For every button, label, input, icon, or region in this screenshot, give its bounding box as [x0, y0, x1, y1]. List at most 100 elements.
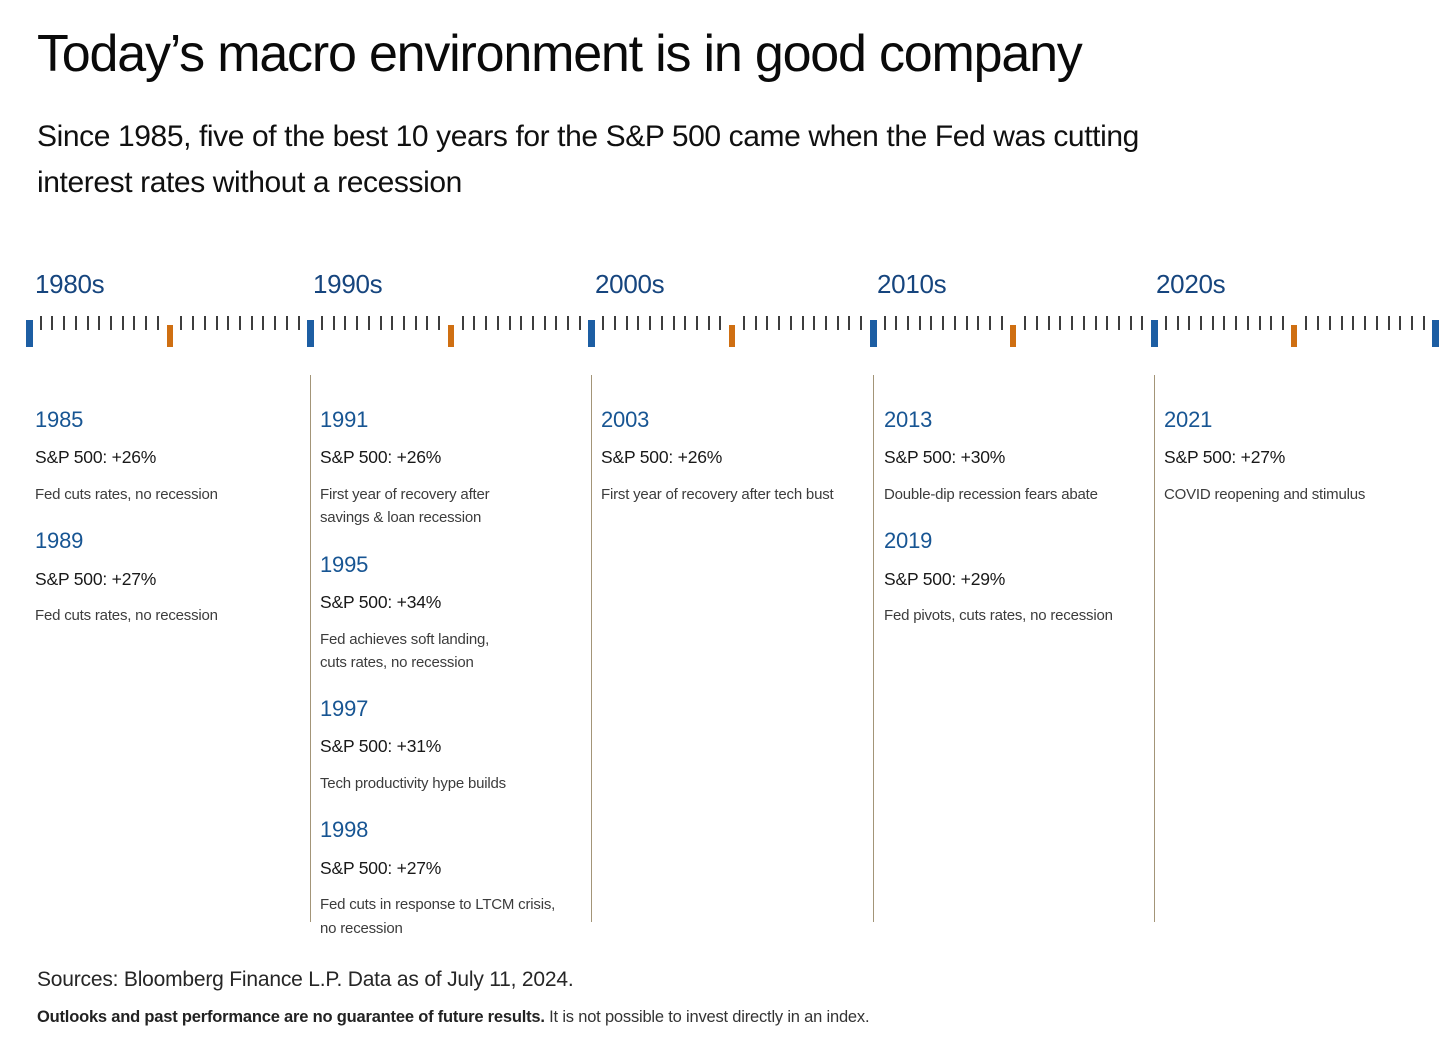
- year-tick: [625, 316, 628, 330]
- year-tick: [1410, 316, 1413, 330]
- year-tick: [836, 316, 839, 330]
- decade-column-1990s: 1991 S&P 500: +26% First year of recover…: [320, 375, 582, 962]
- decade-column-1980s: 1985 S&P 500: +26% Fed cuts rates, no re…: [35, 375, 297, 650]
- year-tick: [696, 316, 699, 330]
- year-tick: [684, 316, 687, 330]
- year-tick: [98, 316, 101, 330]
- year-tick: [813, 316, 816, 330]
- entry-sp500-return: S&P 500: +31%: [320, 736, 442, 757]
- year-tick: [379, 316, 382, 330]
- year-tick: [426, 316, 429, 330]
- year-tick: [942, 316, 945, 330]
- year-tick: [473, 316, 476, 330]
- year-tick: [508, 316, 511, 330]
- year-tick: [356, 316, 359, 330]
- decade-label-1980s: 1980s: [35, 269, 105, 299]
- year-tick: [660, 316, 663, 330]
- disclaimer-line: Outlooks and past performance are no gua…: [37, 1008, 870, 1027]
- year-tick: [1129, 316, 1132, 330]
- year-tick: [1282, 316, 1285, 330]
- year-tick: [1164, 316, 1167, 330]
- year-tick: [1000, 316, 1003, 330]
- entry-year: 1985: [35, 407, 84, 432]
- year-tick: [789, 316, 792, 330]
- year-tick: [438, 316, 441, 330]
- decade-label-2000s: 2000s: [595, 269, 665, 299]
- year-tick: [989, 316, 992, 330]
- year-tick: [403, 316, 406, 330]
- column-divider: [873, 375, 874, 922]
- timeline-entry: 1995 S&P 500: +34% Fed achieves soft lan…: [320, 552, 582, 675]
- column-divider: [591, 375, 592, 922]
- year-tick: [321, 316, 323, 330]
- mid-decade-tick: [448, 325, 454, 347]
- year-tick: [918, 316, 921, 330]
- year-tick: [1047, 316, 1050, 330]
- year-tick: [391, 316, 394, 330]
- entry-year: 1997: [320, 696, 369, 722]
- page-subtitle: Since 1985, five of the best 10 years fo…: [37, 120, 1139, 199]
- year-tick: [1141, 316, 1144, 330]
- year-tick: [707, 316, 710, 330]
- year-tick: [51, 316, 54, 330]
- year-tick: [1106, 316, 1109, 330]
- entry-sp500-return: S&P 500: +30%: [884, 447, 1006, 468]
- year-tick: [274, 316, 277, 330]
- year-tick: [1024, 316, 1027, 330]
- year-tick: [180, 316, 183, 330]
- mid-decade-tick: [729, 325, 735, 347]
- entry-sp500-return: S&P 500: +27%: [35, 568, 157, 589]
- decade-column-2020s: 2021 S&P 500: +27% COVID reopening and s…: [1164, 375, 1436, 528]
- year-tick: [1211, 316, 1214, 330]
- entry-sp500-return: S&P 500: +27%: [1164, 447, 1286, 468]
- entry-year: 1995: [320, 551, 369, 577]
- year-tick: [39, 316, 42, 330]
- year-tick: [778, 316, 781, 330]
- year-tick: [192, 316, 195, 330]
- year-tick: [63, 316, 66, 330]
- year-tick: [1176, 316, 1179, 330]
- decade-label-1990s: 1990s: [313, 269, 383, 299]
- timeline-entry: 1989 S&P 500: +27% Fed cuts rates, no re…: [35, 528, 297, 627]
- timeline-entry: 2003 S&P 500: +26% First year of recover…: [601, 407, 865, 506]
- entry-description: Fed pivots, cuts rates, no recession: [884, 607, 1113, 625]
- year-tick: [1082, 316, 1085, 330]
- year-tick: [1117, 316, 1120, 330]
- year-tick: [672, 316, 675, 330]
- year-tick: [742, 316, 745, 330]
- entry-sp500-return: S&P 500: +26%: [320, 447, 442, 468]
- decade-tick: [1431, 320, 1439, 347]
- year-tick: [203, 316, 206, 330]
- year-tick: [801, 316, 804, 330]
- entry-description: Fed cuts rates, no recession: [35, 607, 218, 625]
- entry-sp500-return: S&P 500: +29%: [884, 568, 1006, 589]
- decade-tick: [587, 320, 595, 347]
- year-tick: [133, 316, 136, 330]
- year-tick: [145, 316, 148, 330]
- decade-tick: [1150, 320, 1158, 347]
- sources-line: Sources: Bloomberg Finance L.P. Data as …: [37, 968, 574, 991]
- year-tick: [1328, 316, 1331, 330]
- year-tick: [953, 316, 956, 330]
- mid-decade-tick: [1010, 325, 1016, 347]
- entry-year: 1991: [320, 407, 369, 432]
- year-tick: [332, 316, 335, 330]
- entry-sp500-return: S&P 500: +26%: [35, 447, 157, 468]
- year-tick: [250, 316, 253, 330]
- entry-description: Fed cuts rates, no recession: [35, 486, 218, 504]
- year-tick: [977, 316, 980, 330]
- year-tick: [520, 316, 523, 330]
- year-tick: [1364, 316, 1367, 330]
- year-tick: [719, 316, 722, 330]
- entry-description: Double-dip recession fears abate: [884, 486, 1098, 504]
- disclaimer-bold-text: Outlooks and past performance are no gua…: [37, 1008, 545, 1026]
- entry-year: 2021: [1164, 407, 1213, 432]
- year-tick: [121, 316, 124, 330]
- year-tick: [238, 316, 241, 330]
- year-tick: [86, 316, 89, 330]
- entry-year: 1998: [320, 817, 369, 843]
- entry-sp500-return: S&P 500: +26%: [601, 447, 723, 468]
- year-tick: [860, 316, 863, 330]
- year-tick: [496, 316, 499, 330]
- year-tick: [74, 316, 77, 330]
